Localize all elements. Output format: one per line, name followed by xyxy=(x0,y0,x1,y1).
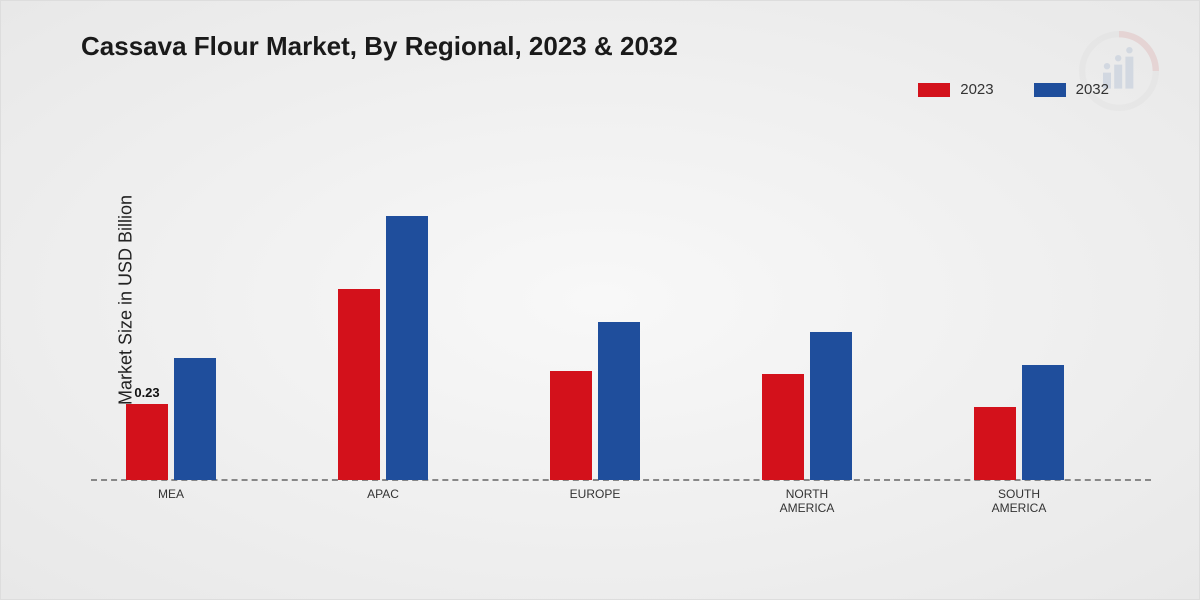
legend: 2023 2032 xyxy=(918,81,1109,98)
category-label: APAC xyxy=(303,481,463,501)
category-label: MEA xyxy=(91,481,251,501)
chart-container: Cassava Flour Market, By Regional, 2023 … xyxy=(0,0,1200,600)
plot-area: 0.23MEA APAC EUROPE NORTHAMERICA SOUTHAMERIC… xyxy=(91,151,1151,481)
legend-item: 2032 xyxy=(1034,81,1109,98)
category-label: SOUTHAMERICA xyxy=(939,481,1099,516)
bar xyxy=(810,332,852,481)
bar xyxy=(598,322,640,480)
chart-title: Cassava Flour Market, By Regional, 2023 … xyxy=(81,31,678,62)
bar xyxy=(974,407,1016,480)
bar-group: 0.23MEA xyxy=(91,151,251,481)
bar xyxy=(338,289,380,480)
bar-group: APAC xyxy=(303,151,463,481)
category-label: NORTHAMERICA xyxy=(727,481,887,516)
bar xyxy=(762,374,804,480)
bar-group: EUROPE xyxy=(515,151,675,481)
legend-label: 2032 xyxy=(1076,81,1109,98)
bar xyxy=(386,216,428,480)
bar xyxy=(1022,365,1064,481)
legend-swatch xyxy=(918,83,950,97)
bar-group: SOUTHAMERICA xyxy=(939,151,1099,481)
legend-swatch xyxy=(1034,83,1066,97)
legend-item: 2023 xyxy=(918,81,993,98)
bar-group: NORTHAMERICA xyxy=(727,151,887,481)
bar: 0.23 xyxy=(126,404,168,480)
bar-value-label: 0.23 xyxy=(134,385,159,404)
legend-label: 2023 xyxy=(960,81,993,98)
bar xyxy=(174,358,216,480)
category-label: EUROPE xyxy=(515,481,675,501)
watermark-logo xyxy=(1079,31,1159,111)
bar xyxy=(550,371,592,480)
